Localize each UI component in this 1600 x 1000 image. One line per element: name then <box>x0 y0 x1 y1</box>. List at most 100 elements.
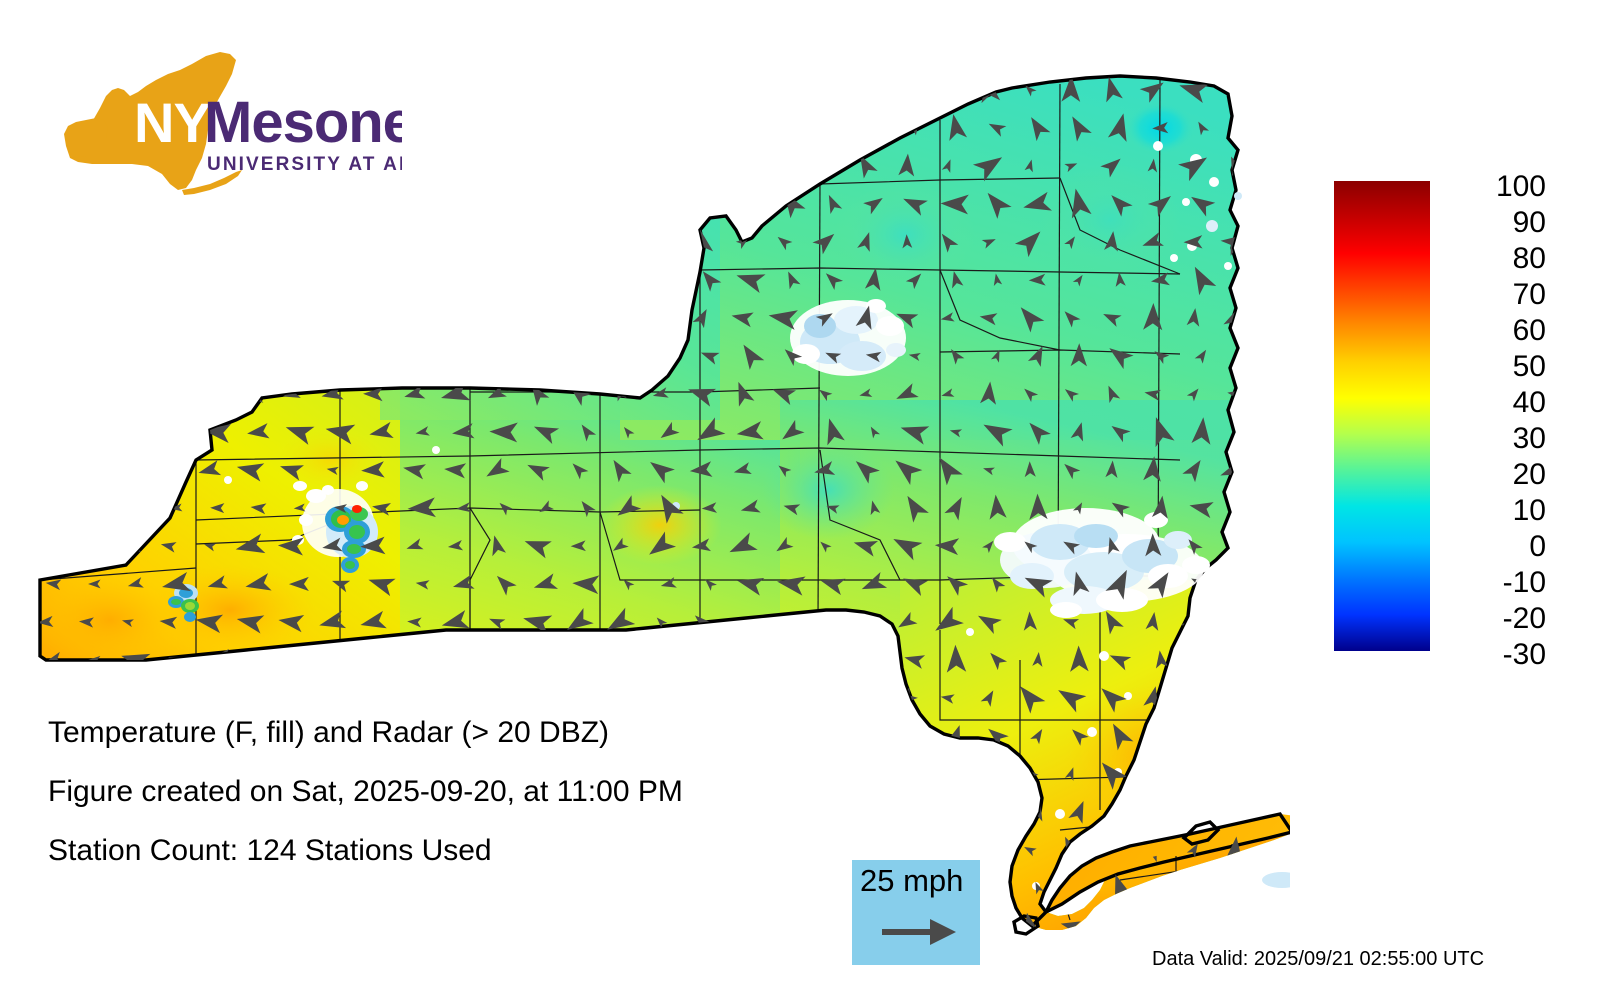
wind-arrow <box>1178 157 1208 182</box>
wind-arrow <box>410 275 436 292</box>
wind-arrow <box>524 541 552 559</box>
wind-arrow <box>817 120 847 143</box>
wind-arrow <box>499 502 513 516</box>
wind-arrow <box>859 692 873 701</box>
wind-arrow <box>160 542 177 553</box>
wind-arrow <box>938 80 962 104</box>
wind-arrow <box>365 919 382 930</box>
radar-cell-capital-district <box>994 508 1210 618</box>
wind-arrow <box>532 685 550 711</box>
logo-mesonet-text: Mesonet <box>204 90 402 155</box>
wind-arrow <box>126 195 146 208</box>
logo-nys-text: NYS <box>134 91 246 154</box>
wind-arrow <box>1032 652 1043 667</box>
wind-arrow <box>408 192 437 212</box>
wind-arrow <box>200 84 219 98</box>
state-outline-layer <box>38 74 1290 936</box>
caption-created-time: Figure created on Sat, 2025-09-20, at 11… <box>48 775 683 808</box>
wind-arrow <box>363 81 384 96</box>
wind-arrow <box>88 274 102 283</box>
wind-arrow <box>533 426 560 445</box>
wind-arrow <box>1072 116 1092 142</box>
wind-arrow <box>691 538 712 552</box>
wind-arrow <box>731 312 754 328</box>
wind-arrow <box>1152 122 1169 134</box>
wind-arrow <box>623 197 632 210</box>
wind-arrow <box>776 115 807 136</box>
wind-arrow <box>1111 195 1133 217</box>
wind-arrow <box>566 236 591 254</box>
wind-arrow <box>282 85 302 99</box>
wind-arrow <box>284 691 300 701</box>
wind-arrow <box>856 79 881 105</box>
wind-arrow <box>981 239 996 249</box>
wind-arrow <box>986 841 997 859</box>
caption-title: Temperature (F, fill) and Radar (> 20 DB… <box>48 716 610 749</box>
wind-arrow <box>246 652 270 669</box>
wind-arrow <box>128 428 144 439</box>
wind-arrow <box>486 457 510 477</box>
wind-arrow <box>615 342 642 363</box>
wind-arrow <box>1109 655 1132 671</box>
wind-arrow <box>1231 614 1242 630</box>
wind-arrow <box>166 275 189 290</box>
wind-arrow <box>952 271 964 289</box>
wind-arrow <box>526 159 552 179</box>
wind-arrow <box>940 694 955 704</box>
wind-arrow <box>863 807 885 822</box>
wind-arrow <box>870 426 881 439</box>
wind-arrow <box>403 464 426 480</box>
wind-arrow <box>1061 76 1081 102</box>
wind-arrow <box>656 617 668 629</box>
wind-arrow <box>522 310 552 333</box>
wind-arrow <box>1108 537 1120 555</box>
wind-arrow <box>40 310 55 323</box>
wind-arrow <box>814 461 836 475</box>
wind-arrow <box>905 273 922 290</box>
wind-arrow <box>949 429 963 438</box>
wind-arrow <box>1238 728 1248 742</box>
wind-arrow <box>1101 688 1127 713</box>
wind-arrow <box>737 121 764 139</box>
wind-arrow <box>864 654 882 667</box>
wind-arrow <box>904 655 926 669</box>
wind-arrow <box>452 196 474 212</box>
wind-arrow <box>698 84 709 97</box>
wind-arrow <box>1231 83 1240 96</box>
wind-arrow <box>1105 460 1118 479</box>
wind-arrow <box>490 235 501 249</box>
wind-arrow <box>1058 690 1087 713</box>
wind-arrow <box>210 503 225 514</box>
wind-arrow <box>198 460 222 476</box>
wind-arrow <box>365 311 383 323</box>
wind-arrow <box>856 763 878 780</box>
wind-arrow <box>1070 422 1084 442</box>
wind-arrow <box>1105 611 1124 635</box>
wind-arrow <box>660 421 680 438</box>
wind-arrow <box>322 537 343 552</box>
wind-arrow <box>154 688 181 708</box>
wind-arrow <box>123 500 146 517</box>
wind-arrow <box>1024 846 1037 857</box>
wind-arrow <box>170 503 183 512</box>
wind-arrow <box>448 693 462 703</box>
temperature-colorbar: 100 90 80 70 60 50 40 30 20 10 0 -10 -20… <box>1300 170 1590 670</box>
wind-arrow <box>445 310 466 325</box>
wind-arrow <box>78 617 94 628</box>
wind-arrow <box>618 274 640 291</box>
wind-arrow <box>613 159 623 173</box>
wind-arrow <box>1030 728 1043 745</box>
wind-arrow <box>702 271 722 292</box>
wind-arrow <box>331 348 350 362</box>
wind-arrow <box>1145 533 1162 557</box>
wind-arrow <box>452 273 474 288</box>
wind-arrow <box>652 387 669 398</box>
wind-arrow <box>695 160 711 175</box>
wind-arrow <box>826 505 840 514</box>
wind-arrow <box>201 159 218 171</box>
wind-arrow <box>949 114 968 141</box>
wind-arrow <box>1139 82 1164 103</box>
wind-arrow <box>903 198 928 216</box>
wind-arrow <box>166 427 187 441</box>
wind-arrow <box>1186 915 1207 930</box>
